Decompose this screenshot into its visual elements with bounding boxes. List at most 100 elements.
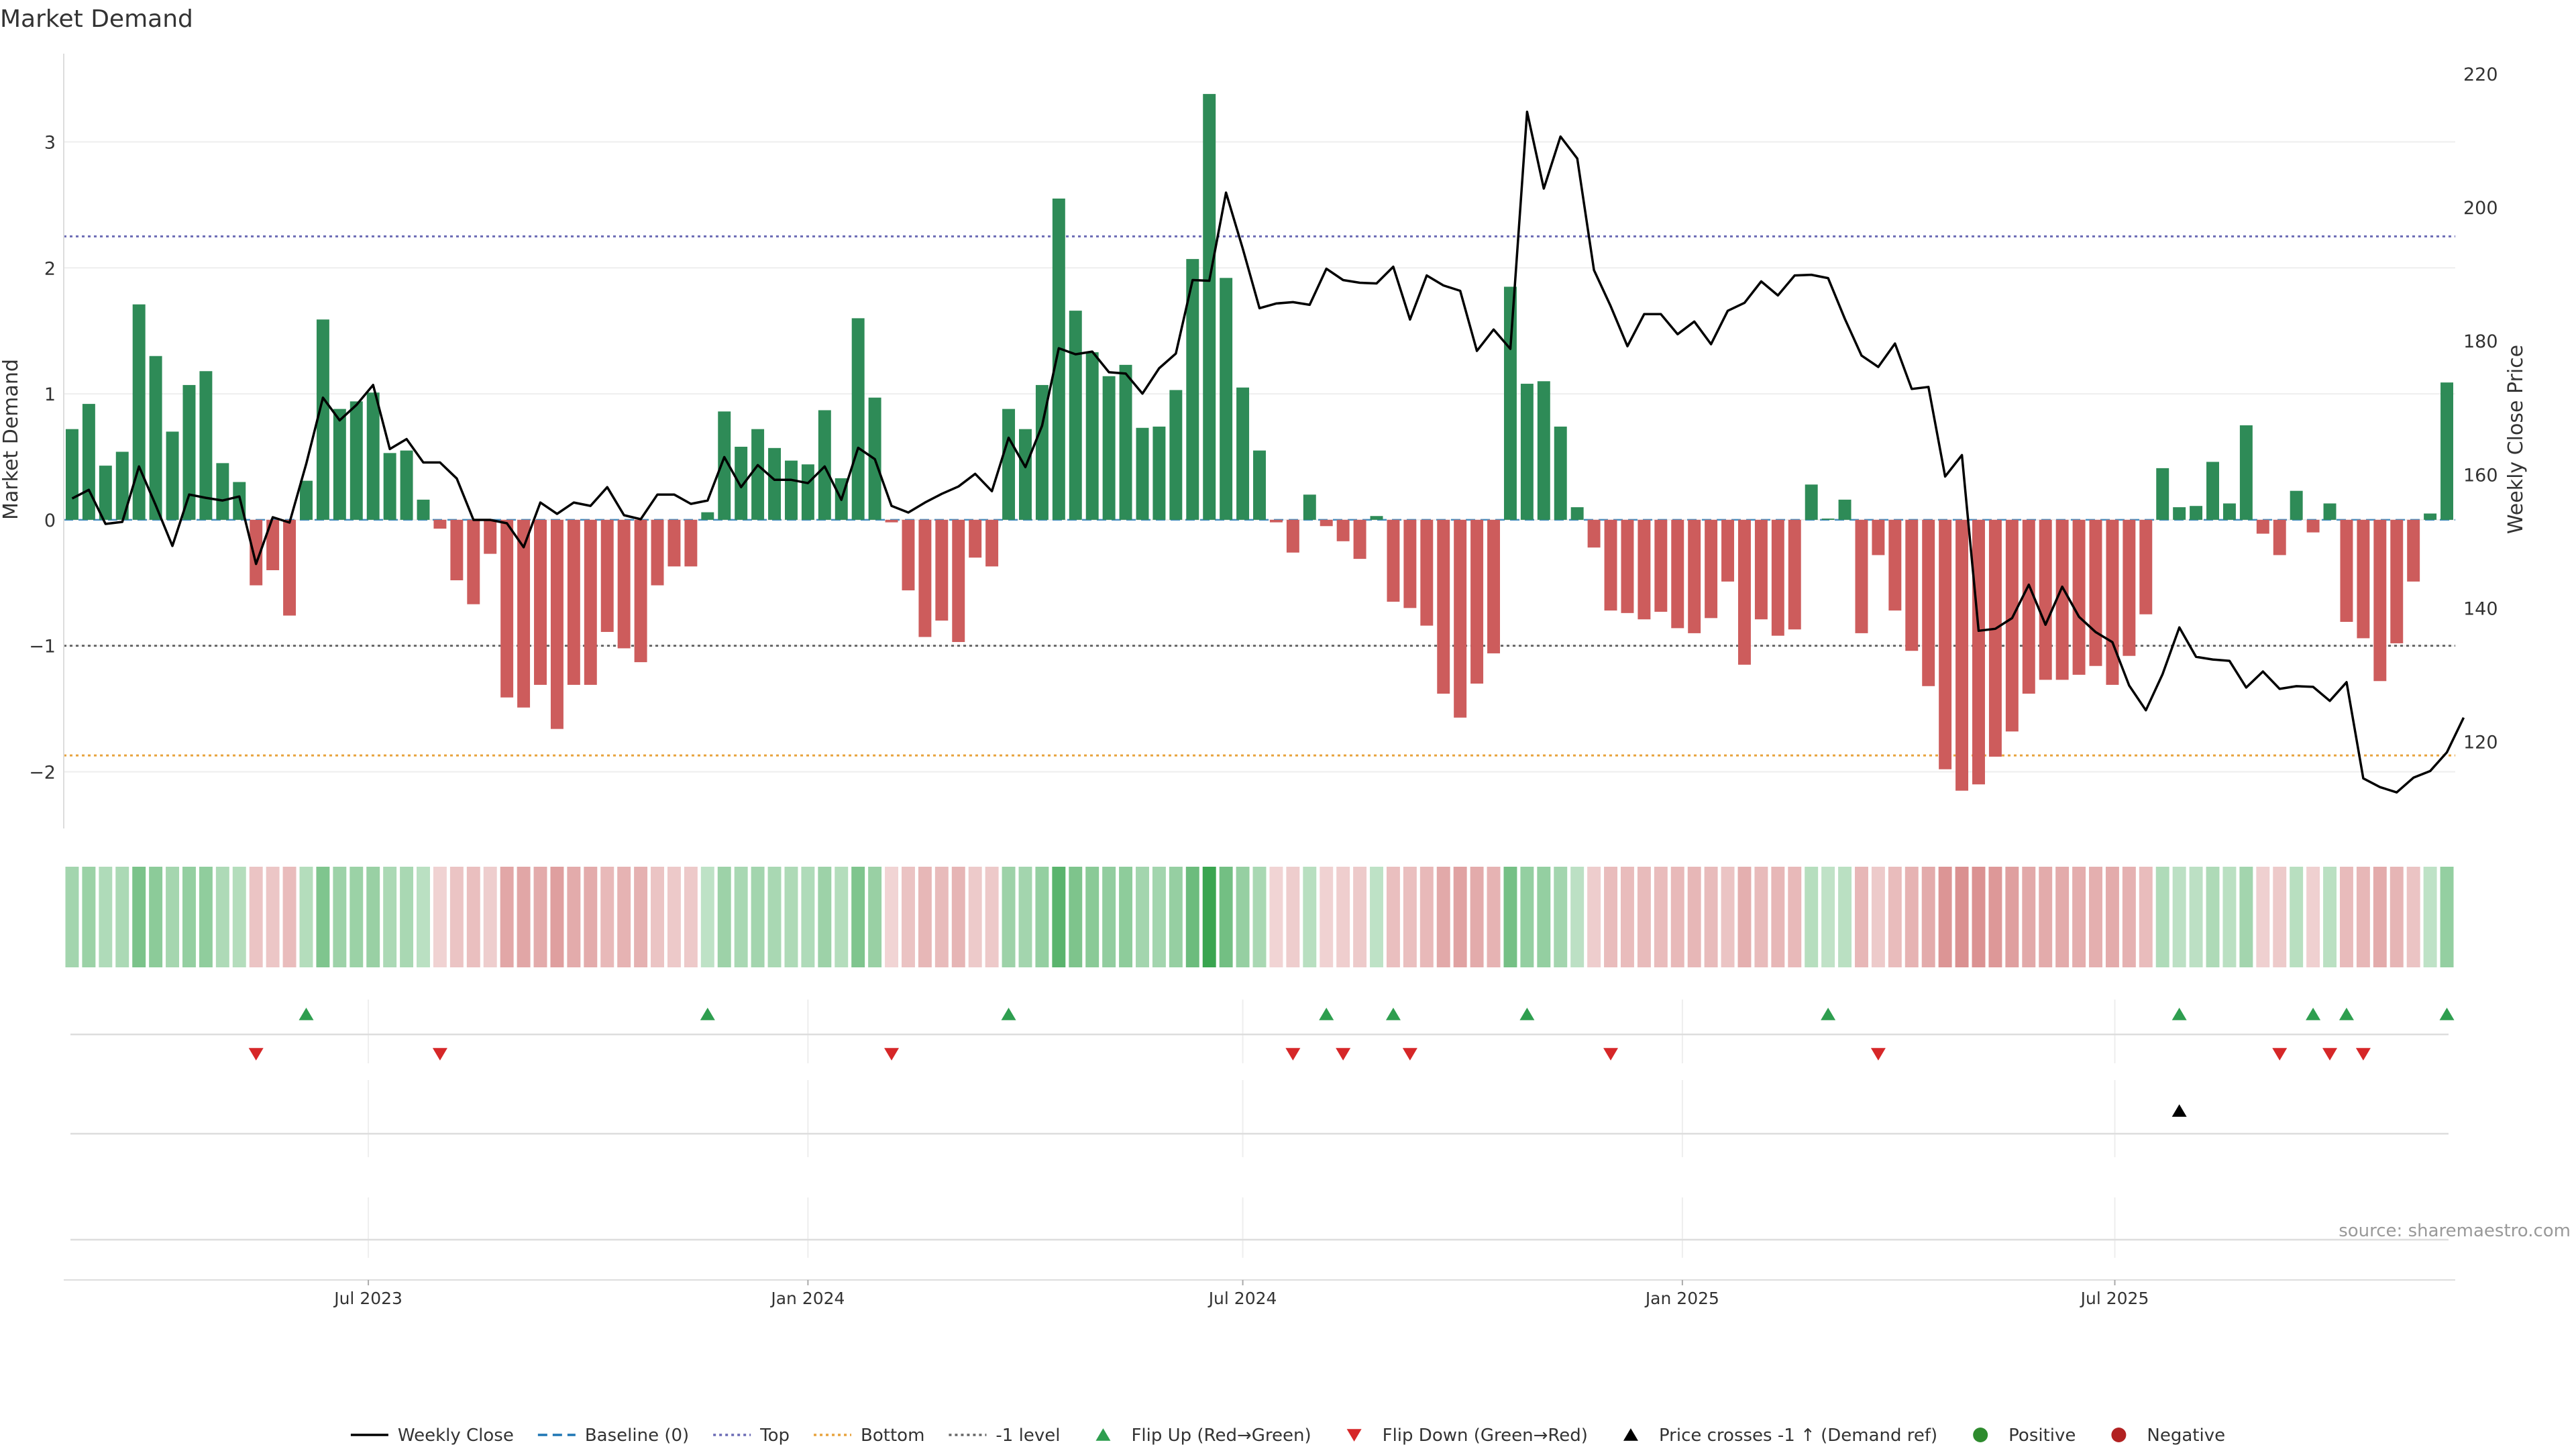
heat-cell bbox=[500, 867, 514, 967]
heat-cell bbox=[1637, 867, 1651, 967]
demand-bar bbox=[2390, 519, 2404, 643]
demand-bar bbox=[1671, 519, 1684, 629]
heat-cell bbox=[918, 867, 932, 967]
demand-bar bbox=[82, 404, 95, 520]
heat-cell bbox=[316, 867, 330, 967]
flip-down-marker bbox=[1402, 1048, 1417, 1061]
heat-cell bbox=[466, 867, 480, 967]
demand-bar bbox=[1470, 519, 1484, 684]
heat-cell bbox=[1503, 867, 1517, 967]
heat-cell bbox=[767, 867, 782, 967]
demand-bar bbox=[1269, 519, 1283, 523]
heat-cell bbox=[968, 867, 982, 967]
flip-down-marker bbox=[884, 1048, 900, 1061]
demand-bar bbox=[1888, 519, 1902, 611]
heat-cell bbox=[1554, 867, 1568, 967]
demand-bar bbox=[1303, 494, 1316, 520]
heat-cell bbox=[550, 867, 564, 967]
chart-title: Market Demand bbox=[0, 5, 193, 33]
demand-bar bbox=[651, 519, 664, 586]
heat-cell bbox=[1687, 867, 1701, 967]
heat-cell bbox=[1520, 867, 1534, 967]
demand-bar bbox=[2139, 519, 2153, 614]
demand-bar bbox=[617, 519, 631, 649]
heat-cell bbox=[1052, 867, 1066, 967]
demand-bar bbox=[2440, 382, 2454, 520]
demand-bar bbox=[149, 356, 162, 520]
demand-bar bbox=[667, 519, 681, 567]
flip-up-marker bbox=[2306, 1008, 2321, 1020]
demand-bar bbox=[132, 304, 146, 520]
legend-label: Negative bbox=[2147, 1426, 2225, 1446]
demand-bar bbox=[1821, 519, 1835, 520]
legend-label: Weekly Close bbox=[398, 1426, 514, 1446]
legend-label: Baseline (0) bbox=[585, 1426, 689, 1446]
heat-cell bbox=[400, 867, 414, 967]
demand-bar bbox=[2206, 462, 2219, 520]
heat-cell bbox=[2323, 867, 2337, 967]
heat-cell bbox=[65, 867, 79, 967]
heat-cell bbox=[1855, 867, 1868, 967]
flip-up-marker bbox=[2439, 1008, 2455, 1020]
heat-cell bbox=[1871, 867, 1885, 967]
heat-cell bbox=[1169, 867, 1183, 967]
heat-cell bbox=[1370, 867, 1383, 967]
demand-bar bbox=[1320, 519, 1333, 527]
demand-bar bbox=[985, 519, 999, 567]
demand-bar bbox=[283, 519, 297, 616]
heat-cell bbox=[1570, 867, 1585, 967]
heat-cell bbox=[1587, 867, 1601, 967]
heat-cell bbox=[667, 867, 681, 967]
heat-cell bbox=[483, 867, 497, 967]
flip-down-marker bbox=[2272, 1048, 2288, 1061]
demand-bar bbox=[1922, 519, 1935, 686]
heat-cell bbox=[617, 867, 631, 967]
y-axis-label: Market Demand bbox=[0, 359, 23, 520]
demand-bar bbox=[166, 431, 179, 520]
heat-cell bbox=[1252, 867, 1267, 967]
demand-bar bbox=[684, 519, 698, 567]
flip-down-marker bbox=[432, 1048, 447, 1061]
heat-cell bbox=[2239, 867, 2253, 967]
heat-cell bbox=[449, 867, 464, 967]
demand-bar bbox=[1955, 519, 1969, 791]
legend-label: Flip Down (Green→Red) bbox=[1383, 1426, 1588, 1446]
heat-cell bbox=[584, 867, 598, 967]
y-tick-label: −2 bbox=[29, 762, 56, 783]
heat-cell bbox=[1403, 867, 1417, 967]
demand-bar bbox=[902, 519, 915, 591]
heat-cell bbox=[1737, 867, 1752, 967]
demand-bar bbox=[935, 519, 949, 621]
y-tick-label: −1 bbox=[29, 637, 56, 657]
demand-bar bbox=[1220, 278, 1233, 520]
demand-bar bbox=[1805, 484, 1818, 520]
heat-cell bbox=[1988, 867, 2002, 967]
heat-cell bbox=[2339, 867, 2353, 967]
demand-bar bbox=[1771, 519, 1784, 636]
heat-cell bbox=[2306, 867, 2320, 967]
heat-cell bbox=[2122, 867, 2136, 967]
demand-bar bbox=[1939, 519, 1952, 769]
demand-bar bbox=[1035, 384, 1049, 520]
demand-bar bbox=[2173, 507, 2186, 520]
heat-cell bbox=[1102, 867, 1116, 967]
heat-cell bbox=[2423, 867, 2437, 967]
demand-bar bbox=[1621, 519, 1634, 613]
heat-cell bbox=[182, 867, 196, 967]
heat-cell bbox=[801, 867, 815, 967]
heat-cell bbox=[684, 867, 698, 967]
demand-bar bbox=[300, 480, 313, 520]
heat-cell bbox=[717, 867, 731, 967]
weekly-close-series bbox=[71, 110, 2465, 794]
heat-cell bbox=[2356, 867, 2370, 967]
heat-cell bbox=[1236, 867, 1250, 967]
demand-bar bbox=[1638, 519, 1651, 620]
heat-cell bbox=[2139, 867, 2153, 967]
demand-bar bbox=[1688, 519, 1701, 633]
flip-down-marker bbox=[248, 1048, 264, 1061]
heat-cell bbox=[533, 867, 547, 967]
heat-cell bbox=[1119, 867, 1133, 967]
demand-bar bbox=[467, 519, 480, 604]
demand-bar bbox=[1052, 198, 1065, 520]
legend-swatch bbox=[1973, 1428, 1988, 1442]
